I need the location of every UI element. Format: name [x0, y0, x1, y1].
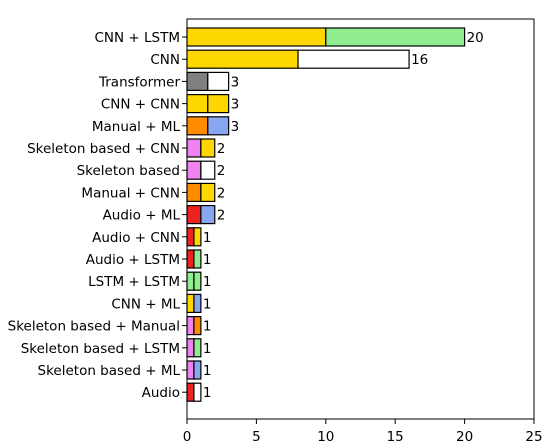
value-label-skeleton-based-lstm: 1 — [203, 341, 212, 357]
value-label-skeleton-based: 2 — [217, 163, 226, 179]
x-tick-label: 0 — [183, 429, 192, 445]
value-label-skeleton-based-ml: 1 — [203, 363, 212, 379]
category-label-cnn-cnn: CNN + CNN — [101, 97, 180, 113]
value-label-cnn: 16 — [411, 52, 428, 68]
bar-segment-skeleton-based-lstm-2 — [193, 338, 202, 358]
bar-segment-cnn-2 — [297, 49, 410, 69]
category-label-transformer: Transformer — [98, 74, 180, 90]
bar-segment-skeleton-based-lstm-1 — [186, 338, 195, 358]
bar-segment-cnn-cnn-1 — [186, 93, 209, 114]
x-tick-label: 25 — [525, 429, 542, 445]
plot-area-frame — [186, 18, 535, 420]
category-label-lstm-lstm: LSTM + LSTM — [88, 274, 180, 290]
bar-segment-audio-ml-1 — [186, 205, 202, 225]
value-label-cnn-lstm: 20 — [467, 30, 484, 46]
bar-segment-manual-cnn-2 — [200, 182, 216, 202]
x-tick-label: 20 — [456, 429, 473, 445]
value-label-audio-ml: 2 — [217, 208, 226, 224]
bar-segment-skeleton-based-1 — [186, 160, 202, 180]
category-labels-layer: CNN + LSTM CNN Transformer CNN + CNN Manual … — [8, 30, 187, 401]
x-axis: 0 5 10 15 20 25 — [183, 419, 543, 445]
value-label-audio-lstm: 1 — [203, 252, 212, 268]
value-label-skeleton-based-cnn: 2 — [217, 141, 226, 157]
bar-segment-audio-ml-2 — [200, 205, 216, 225]
value-label-manual-cnn: 2 — [217, 185, 226, 201]
bar-segment-cnn-lstm-1 — [186, 27, 327, 47]
bar-segment-cnn-1 — [186, 49, 299, 69]
x-tick-label: 5 — [252, 429, 261, 445]
bar-segment-lstm-lstm-1 — [186, 271, 195, 291]
bar-segment-skeleton-based-manual-2 — [193, 316, 202, 336]
bar-segment-cnn-lstm-2 — [325, 27, 466, 47]
bar-segment-audio-1 — [186, 382, 195, 402]
value-label-lstm-lstm: 1 — [203, 274, 212, 290]
bar-segment-cnn-ml-1 — [186, 293, 195, 313]
category-label-skeleton-based-ml: Skeleton based + ML — [38, 363, 181, 379]
category-label-audio-ml: Audio + ML — [103, 208, 181, 224]
bar-segment-manual-ml-1 — [186, 116, 209, 136]
category-label-cnn-lstm: CNN + LSTM — [94, 30, 180, 46]
value-label-transformer: 3 — [231, 74, 240, 90]
bar-segment-skeleton-based-cnn-1 — [186, 138, 202, 158]
bar-segment-audio-lstm-2 — [193, 249, 202, 269]
value-label-manual-ml: 3 — [231, 119, 240, 135]
category-label-cnn-ml: CNN + ML — [111, 296, 180, 312]
bar-segment-transformer-2 — [207, 71, 230, 92]
bar-segment-skeleton-based-ml-2 — [193, 360, 202, 380]
category-label-audio: Audio — [142, 385, 180, 401]
category-label-cnn: CNN — [150, 52, 180, 68]
category-label-audio-cnn: Audio + CNN — [92, 230, 180, 246]
x-tick-label: 15 — [387, 429, 404, 445]
value-label-audio-cnn: 1 — [203, 230, 212, 246]
bar-segment-audio-cnn-1 — [186, 227, 195, 247]
category-label-manual-cnn: Manual + CNN — [81, 185, 180, 201]
bar-segment-cnn-ml-2 — [193, 293, 202, 313]
bar-segment-audio-lstm-1 — [186, 249, 195, 269]
bar-segment-manual-cnn-1 — [186, 182, 202, 202]
bar-segment-audio-cnn-2 — [193, 227, 202, 247]
bar-segment-manual-ml-2 — [207, 116, 230, 136]
bar-segment-transformer-1 — [186, 71, 209, 92]
value-label-skeleton-based-manual: 1 — [203, 319, 212, 335]
bar-segment-skeleton-based-manual-1 — [186, 316, 195, 336]
bar-segment-lstm-lstm-2 — [193, 271, 202, 291]
bar-segment-skeleton-based-cnn-2 — [200, 138, 216, 158]
bar-segment-skeleton-based-ml-1 — [186, 360, 195, 380]
value-label-cnn-cnn: 3 — [231, 97, 240, 113]
category-label-skeleton-based-cnn: Skeleton based + CNN — [27, 141, 180, 157]
bar-segment-audio-2 — [193, 382, 202, 402]
category-label-manual-ml: Manual + ML — [92, 119, 181, 135]
bar-segment-cnn-cnn-2 — [207, 93, 230, 114]
value-label-cnn-ml: 1 — [203, 296, 212, 312]
category-label-skeleton-based: Skeleton based — [77, 163, 180, 179]
value-label-audio: 1 — [203, 385, 212, 401]
bars-layer — [186, 27, 466, 402]
x-tick-label: 10 — [317, 429, 334, 445]
category-label-skeleton-based-manual: Skeleton based + Manual — [8, 319, 180, 335]
category-label-skeleton-based-lstm: Skeleton based + LSTM — [21, 341, 180, 357]
category-label-audio-lstm: Audio + LSTM — [86, 252, 180, 268]
bar-segment-skeleton-based-2 — [200, 160, 216, 180]
